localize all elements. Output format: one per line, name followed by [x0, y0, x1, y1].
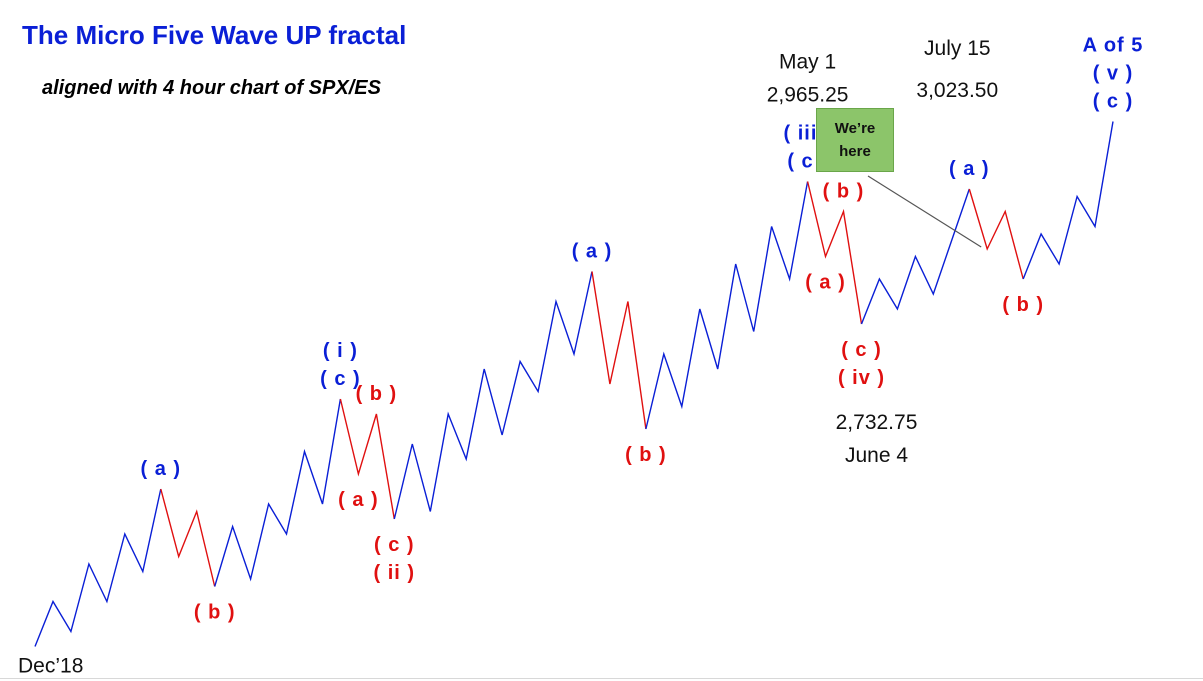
wave-label: ( ii )	[374, 562, 416, 584]
wave-label: A of 5	[1083, 35, 1144, 57]
price-date-note: 2,965.25	[767, 84, 849, 107]
wave-label: ( c )	[320, 368, 361, 390]
wave-label: ( b )	[823, 181, 865, 203]
wave-segment-blue	[645, 181, 809, 430]
price-date-note: July 15	[924, 37, 991, 60]
wave-label: ( c )	[841, 339, 882, 361]
wave-label: ( v )	[1093, 63, 1134, 85]
wave-label: ( i )	[323, 340, 358, 362]
wave-segment-red	[968, 188, 1024, 280]
wave-segment-red	[806, 181, 863, 325]
price-date-notes: Dec’18 May 1 2,965.25 2,732.75 June 4 July 15…	[18, 37, 998, 678]
wave-segment-red	[339, 398, 395, 520]
wave-label: ( a )	[141, 458, 182, 480]
bottom-divider	[0, 678, 1203, 679]
chart-subtitle: aligned with 4 hour chart of SPX/ES	[42, 77, 381, 99]
wave-label: ( c )	[1093, 91, 1134, 113]
wave-segment-blue	[860, 188, 970, 325]
price-date-note: 2,732.75	[836, 411, 918, 434]
price-date-note: Dec’18	[18, 655, 83, 678]
wave-label: ( b )	[194, 602, 236, 624]
callout-pointer	[867, 175, 982, 248]
wave-segment-blue	[34, 488, 162, 647]
wave-segment-red	[160, 488, 216, 587]
wave-segment-blue	[393, 271, 593, 520]
were-here-callout: We’re here	[816, 108, 894, 172]
wave-lines	[34, 121, 1114, 647]
wave-label: ( c )	[374, 534, 415, 556]
wave-segment-blue	[1022, 121, 1114, 280]
price-date-note: May 1	[779, 51, 836, 74]
wave-label: ( a )	[572, 241, 613, 263]
wave-segment-blue	[214, 398, 342, 587]
wave-label: ( b )	[625, 444, 667, 466]
wave-label: ( a )	[949, 158, 990, 180]
price-date-note: 3,023.50	[916, 79, 998, 102]
wave-label: ( b )	[356, 383, 398, 405]
wave-label: ( iv )	[838, 367, 885, 389]
wave-segment-red	[591, 271, 647, 430]
chart-title: The Micro Five Wave UP fractal	[22, 20, 407, 50]
wave-labels: ( a )( b )( i )( c )( a )( b )( c )( ii …	[141, 35, 1144, 624]
wave-label: ( a )	[805, 272, 846, 294]
price-date-note: June 4	[845, 444, 908, 467]
wave-label: ( b )	[1002, 294, 1044, 316]
wave-label: ( a )	[338, 489, 379, 511]
